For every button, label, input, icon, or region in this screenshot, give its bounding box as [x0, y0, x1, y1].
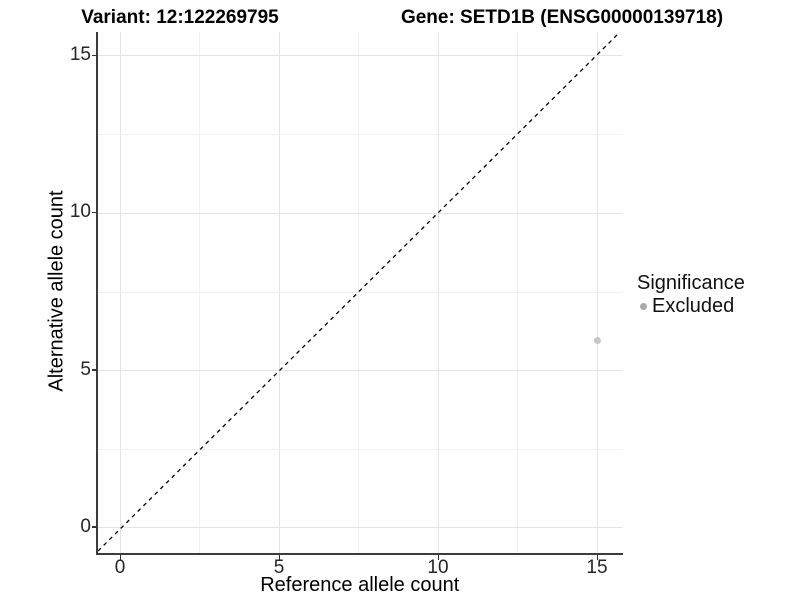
x-tick-label: 15	[586, 557, 608, 578]
x-tick-mark	[596, 555, 598, 560]
x-axis-title: Reference allele count	[260, 574, 460, 596]
legend: Significance Excluded	[637, 271, 745, 317]
excluded-point-icon	[640, 302, 647, 310]
gridline-y-minor	[98, 291, 622, 293]
gridline-y-major	[98, 369, 622, 371]
gridline-y-major	[98, 55, 622, 56]
y-tick-label: 15	[69, 44, 91, 65]
gridline-y-major	[98, 527, 622, 528]
y-tick-mark	[91, 211, 97, 213]
gridline-y-minor	[98, 448, 622, 450]
gridline-y-minor	[98, 133, 622, 135]
x-tick-mark	[119, 555, 121, 560]
x-tick-mark	[437, 555, 439, 560]
y-axis-line	[96, 31, 98, 555]
y-axis-title: Alternative allele count	[45, 190, 68, 392]
legend-title: Significance	[637, 272, 745, 294]
identity-line	[98, 31, 621, 551]
data-point-excluded	[593, 336, 601, 344]
plot-title-variant: Variant: 12:122269795	[81, 7, 279, 28]
y-tick-label: 0	[80, 516, 91, 537]
gridline-y-major	[98, 212, 622, 214]
legend-item-label: Excluded	[652, 294, 735, 317]
x-tick-label: 10	[427, 557, 449, 578]
y-tick-label: 10	[69, 201, 91, 222]
y-tick-label: 5	[80, 359, 91, 380]
y-tick-mark	[91, 54, 97, 56]
legend-item-excluded: Excluded	[637, 295, 745, 317]
x-tick-mark	[278, 555, 280, 560]
plot-title-gene: Gene: SETD1B (ENSG00000139718)	[400, 7, 724, 28]
x-axis-line	[96, 553, 623, 555]
y-tick-mark	[91, 369, 97, 371]
plot-panel	[98, 31, 622, 553]
x-tick-label: 5	[273, 557, 285, 578]
y-tick-mark	[91, 526, 97, 528]
x-tick-label: 0	[114, 557, 126, 578]
